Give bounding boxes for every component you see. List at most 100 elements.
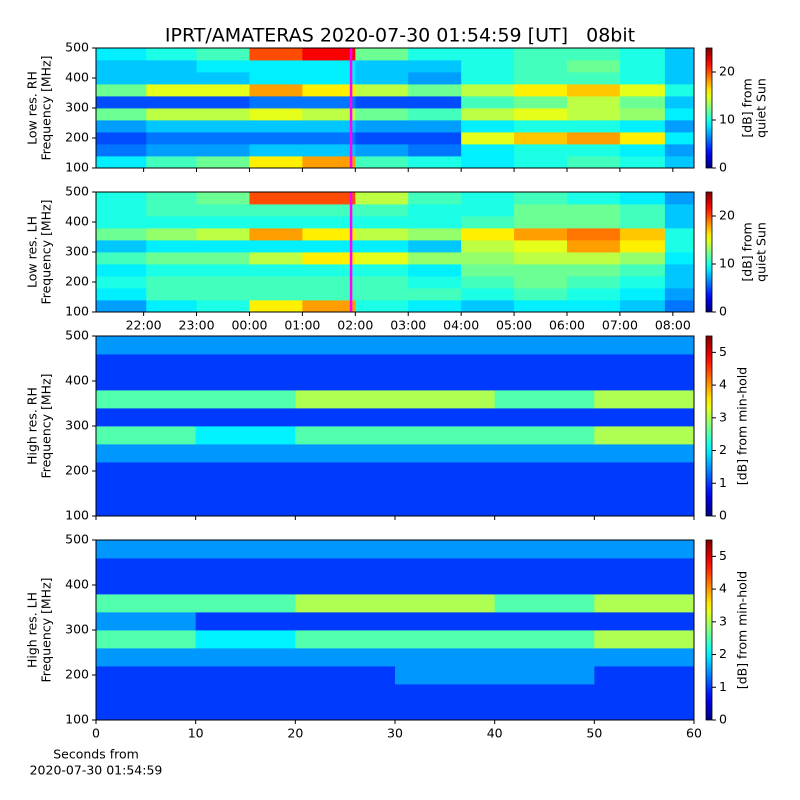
heatmap-cell [146,252,197,265]
heatmap-cell [96,336,197,355]
y-tick-label: 300 [65,100,89,115]
figure-title: IPRT/AMATERAS 2020-07-30 01:54:59 [UT] 0… [165,25,635,47]
heatmap-cell [302,96,356,109]
heatmap-cell [664,264,695,277]
heatmap-cell [355,204,409,217]
heatmap-cell [146,192,197,205]
heatmap-cell [196,60,250,73]
heatmap-cell [196,276,250,289]
heatmap-cell [146,204,197,217]
heatmap-cell [196,108,250,121]
heatmap-cell [96,300,147,313]
heatmap-cell [594,354,695,373]
heatmap-cell [302,216,356,229]
heatmap-cell [295,426,396,445]
heatmap-cell [146,156,197,169]
heatmap-cell [395,558,496,577]
heatmap-cell [461,252,515,265]
heatmap-cell [96,72,147,85]
heatmap-cell [494,558,595,577]
colorbar-tick-label: 4 [719,377,727,392]
heatmap-cell [195,480,296,499]
heatmap-cell [594,684,695,703]
heatmap-cell [619,96,666,109]
colorbar-tick-label: 0 [719,160,727,175]
x-tick-label: 07:00 [602,318,638,333]
heatmap-cell [302,252,356,265]
heatmap-cell [619,60,666,73]
heatmap-cell [494,612,595,631]
heatmap-cell [461,240,515,253]
heatmap-cell [196,120,250,133]
heatmap-cell [295,444,396,463]
heatmap-cell [96,630,197,649]
heatmap-cell [395,480,496,499]
heatmap-cell [249,156,303,169]
colorbar-tick-label: 5 [719,548,727,563]
heatmap-cell [196,204,250,217]
heatmap-cell [664,156,695,169]
heatmap-cell [594,558,695,577]
heatmap-cell [566,216,621,229]
heatmap-cell [302,240,356,253]
heatmap-cell [355,132,409,145]
heatmap-cell [96,264,147,277]
colorbar-tick-label: 10 [719,256,735,271]
heatmap-cell [514,300,568,313]
heatmap-cell [196,252,250,265]
heatmap-cell [302,84,356,97]
heatmap-cell [494,390,595,409]
heatmap-cell [619,120,666,133]
heatmap-cell [96,666,197,685]
y-tick-label: 500 [65,40,89,55]
heatmap-cell [195,390,296,409]
heatmap-cell [664,204,695,217]
heatmap-cell [295,372,396,391]
heatmap-cell [295,354,396,373]
x-tick-label: 40 [487,726,503,741]
y-tick-label: 500 [65,328,89,343]
heatmap-cell [295,648,396,667]
heatmap-cell [196,156,250,169]
heatmap-cell [461,120,515,133]
heatmap-cell [295,594,396,613]
y-tick-label: 300 [65,622,89,637]
heatmap-cell [461,108,515,121]
heatmap-cell [514,252,568,265]
heatmap-cell [196,300,250,313]
heatmap-cell [195,576,296,595]
heatmap-cell [664,288,695,301]
y-tick-label: 100 [65,304,89,319]
y-tick-label: 200 [65,667,89,682]
y-tick-label: 200 [65,130,89,145]
heatmap-cell [395,540,496,559]
heatmap-cell [461,96,515,109]
heatmap-cell [664,216,695,229]
heatmap-cell [96,156,147,169]
heatmap-cell [195,540,296,559]
heatmap-cell [249,192,303,205]
x-tick-label: 20 [287,726,303,741]
x-tick-label: 04:00 [443,318,479,333]
heatmap-cell [249,72,303,85]
heatmap-cell [619,276,666,289]
heatmap-cell [195,498,296,517]
heatmap-cell [664,60,695,73]
heatmap-cell [566,204,621,217]
heatmap-cell [96,408,197,427]
heatmap-cell [494,702,595,721]
y-tick-label: 100 [65,160,89,175]
y-tick-label: 300 [65,418,89,433]
heatmap-cell [461,204,515,217]
heatmap-cell [664,144,695,157]
heatmap-cell [302,228,356,241]
heatmap-cell [196,228,250,241]
heatmap-cell [96,204,147,217]
x-tick-label: 02:00 [337,318,373,333]
heatmap-cell [196,144,250,157]
heatmap-cell [146,72,197,85]
x-tick-label: 0 [92,726,100,741]
heatmap-cell [514,216,568,229]
heatmap-cell [514,96,568,109]
